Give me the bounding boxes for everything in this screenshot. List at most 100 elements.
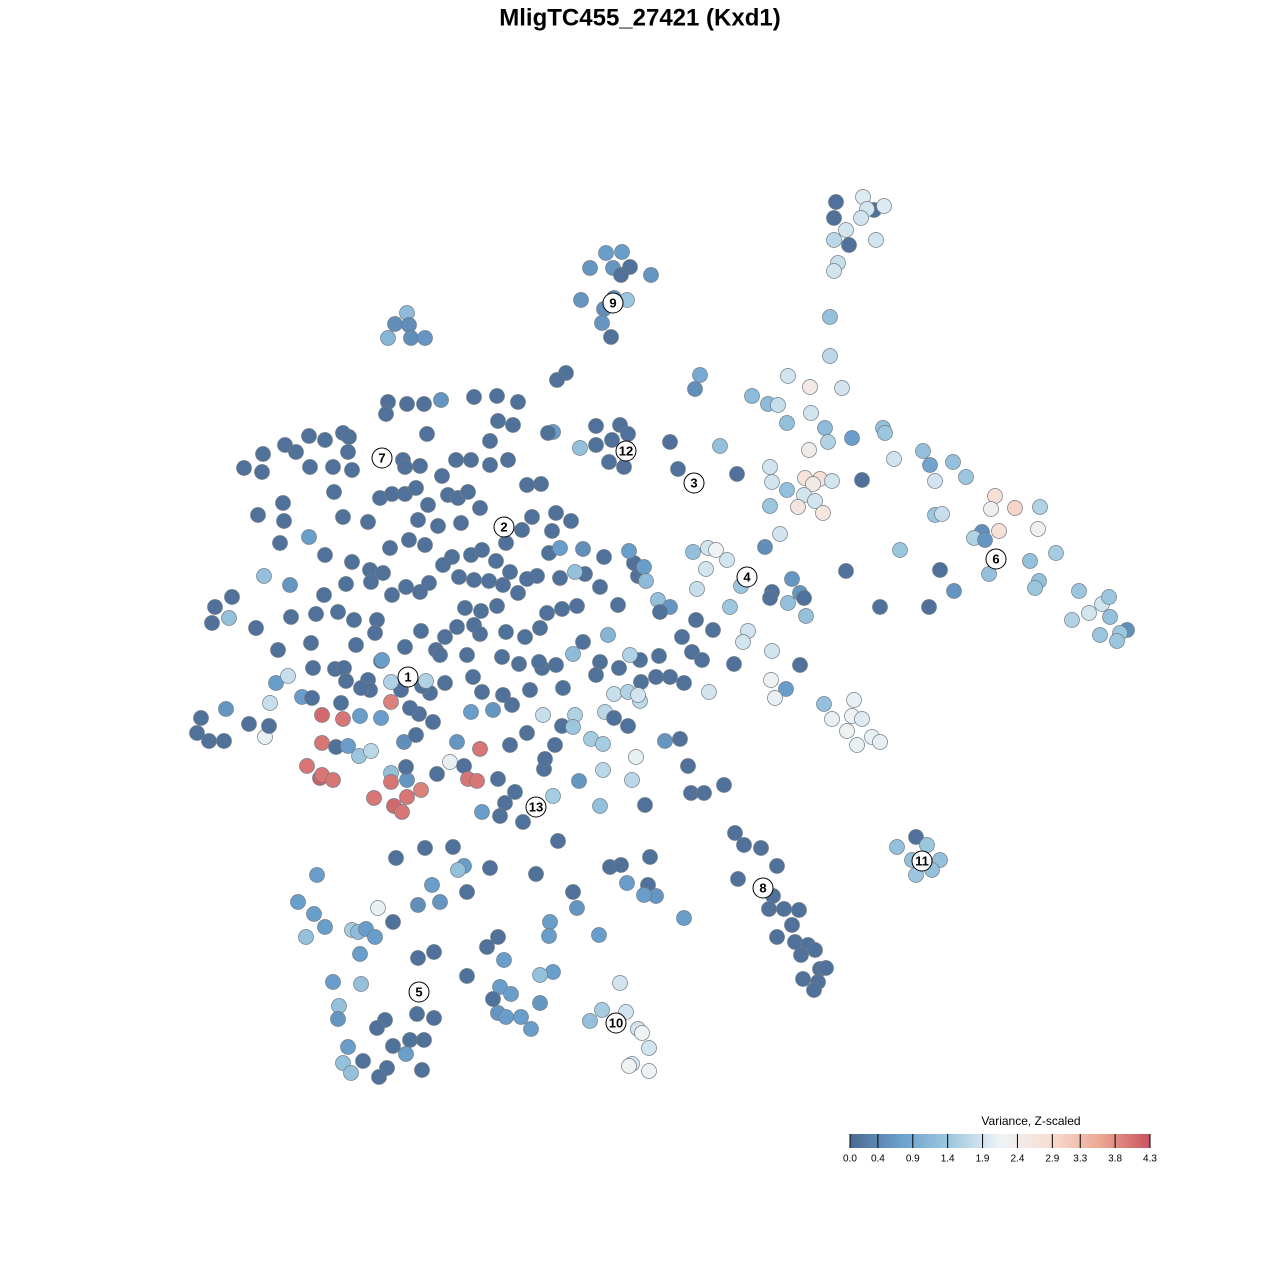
point [648,669,664,685]
point [692,367,708,383]
point [595,736,611,752]
point [555,680,571,696]
point [472,741,488,757]
cluster-label-text: 13 [529,799,543,814]
point [762,498,778,514]
point [344,462,360,478]
point [459,884,475,900]
point [522,682,538,698]
point [757,539,773,555]
point [460,484,476,500]
point [636,559,652,575]
point [474,542,490,558]
point [533,476,549,492]
point [958,469,974,485]
point [826,232,842,248]
point [221,610,237,626]
point [352,946,368,962]
point [250,507,266,523]
cluster-label: 9 [602,292,624,314]
point [449,734,465,750]
point [619,875,635,891]
point [642,849,658,865]
point [375,565,391,581]
point [563,513,579,529]
point [927,473,943,489]
point [763,672,779,688]
cluster-label-text: 11 [915,853,929,868]
point [309,867,325,883]
point [670,461,686,477]
point [201,733,217,749]
point [437,675,453,691]
point [216,733,232,749]
cluster-label-circle [985,548,1007,570]
point [353,680,369,696]
point [790,499,806,515]
point [301,529,317,545]
point [466,572,482,588]
point [417,537,433,553]
point [382,540,398,556]
point [485,702,501,718]
point [588,437,604,453]
point [633,674,649,690]
point [567,564,583,580]
point [889,839,905,855]
point [457,600,473,616]
point [612,975,628,991]
point [792,657,808,673]
point [872,734,888,750]
point [532,995,548,1011]
point [1027,580,1043,596]
point [498,1009,514,1025]
point [326,484,342,500]
point [541,928,557,944]
point [565,719,581,735]
point [764,474,780,490]
point [338,576,354,592]
point [822,348,838,364]
point [565,646,581,662]
point [511,656,527,672]
point [363,574,379,590]
point [412,458,428,474]
point [340,1039,356,1055]
point [417,330,433,346]
point [374,652,390,668]
point [688,612,704,628]
point [554,601,570,617]
point [343,1065,359,1081]
point [571,773,587,789]
point [841,237,857,253]
point [402,1032,418,1048]
point [934,506,950,522]
point [490,771,506,787]
cluster-label-text: 4 [743,569,751,584]
point [437,629,453,645]
point [1102,609,1118,625]
point [299,758,315,774]
point [474,804,490,820]
point [872,599,888,615]
point [348,637,364,653]
colorbar-tick-label: 2.9 [1045,1154,1059,1165]
point [433,392,449,408]
cluster-label: 1 [397,666,419,688]
point [325,772,341,788]
point [767,690,783,706]
point [385,1038,401,1054]
cluster-label: 2 [493,516,515,538]
colorbar-tick-label: 0.0 [843,1154,857,1165]
point [403,330,419,346]
point [466,389,482,405]
cluster-label: 13 [525,796,547,818]
point [726,656,742,672]
point [496,952,512,968]
point [613,267,629,283]
point [276,513,292,529]
point [806,982,822,998]
cluster-label-circle [493,516,515,538]
cluster-label: 12 [615,440,637,462]
point [338,673,354,689]
